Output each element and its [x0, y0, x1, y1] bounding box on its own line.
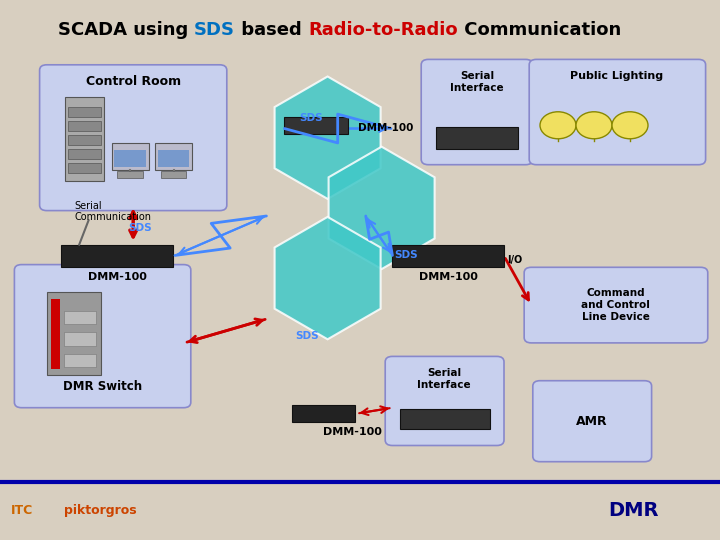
Polygon shape [274, 77, 381, 199]
Bar [284, 117, 348, 134]
Text: SDS: SDS [299, 113, 323, 123]
Text: Radio-to-Radio: Radio-to-Radio [308, 21, 458, 39]
Text: Control Room: Control Room [86, 75, 181, 87]
Bar [61, 245, 173, 267]
Text: DMM-100: DMM-100 [358, 123, 413, 133]
FancyBboxPatch shape [421, 59, 533, 165]
Text: Command
and Control
Line Device: Command and Control Line Device [581, 288, 650, 322]
FancyBboxPatch shape [524, 267, 708, 343]
FancyBboxPatch shape [529, 59, 706, 165]
Text: Public Lighting: Public Lighting [570, 71, 664, 82]
FancyBboxPatch shape [385, 356, 504, 446]
FancyBboxPatch shape [533, 381, 652, 462]
Bar [68, 107, 101, 117]
Text: Serial
Interface: Serial Interface [450, 71, 504, 93]
FancyBboxPatch shape [40, 65, 227, 211]
Text: SDS: SDS [128, 224, 152, 233]
Bar [392, 245, 504, 267]
Bar [68, 149, 101, 159]
Circle shape [612, 112, 648, 139]
Bar [161, 171, 186, 178]
Bar [68, 121, 101, 131]
Bar [400, 409, 490, 429]
Text: DMM-100: DMM-100 [323, 427, 382, 437]
Text: piktorgros: piktorgros [65, 504, 137, 517]
Text: SDS: SDS [395, 250, 418, 260]
Circle shape [540, 112, 576, 139]
Bar [436, 127, 518, 148]
Bar [64, 332, 96, 346]
Bar [68, 163, 101, 173]
Text: based: based [235, 21, 308, 39]
Text: SCADA using: SCADA using [58, 21, 194, 39]
Bar [47, 292, 101, 375]
Circle shape [576, 112, 612, 139]
FancyBboxPatch shape [112, 143, 149, 170]
FancyBboxPatch shape [65, 97, 104, 181]
FancyBboxPatch shape [14, 265, 191, 408]
FancyBboxPatch shape [155, 143, 192, 170]
Text: SDS: SDS [295, 331, 319, 341]
Bar [117, 171, 143, 178]
Text: ITC: ITC [11, 504, 32, 517]
Bar [64, 310, 96, 324]
Text: DMR Switch: DMR Switch [63, 380, 142, 393]
Text: DMR: DMR [608, 501, 659, 520]
Bar [292, 405, 355, 422]
Text: I/O: I/O [508, 255, 523, 265]
FancyBboxPatch shape [158, 150, 189, 167]
Bar [68, 135, 101, 145]
FancyBboxPatch shape [114, 150, 146, 167]
Text: DMM-100: DMM-100 [419, 272, 478, 282]
Text: Serial
Communication: Serial Communication [74, 201, 151, 222]
Text: DMM-100: DMM-100 [88, 272, 147, 282]
Text: Communication: Communication [458, 21, 621, 39]
Polygon shape [328, 147, 435, 269]
Bar [51, 299, 60, 369]
Polygon shape [274, 217, 381, 339]
Text: AMR: AMR [576, 415, 608, 428]
Bar [64, 354, 96, 367]
Text: SDS: SDS [194, 21, 235, 39]
Text: Serial
Interface: Serial Interface [418, 368, 471, 390]
